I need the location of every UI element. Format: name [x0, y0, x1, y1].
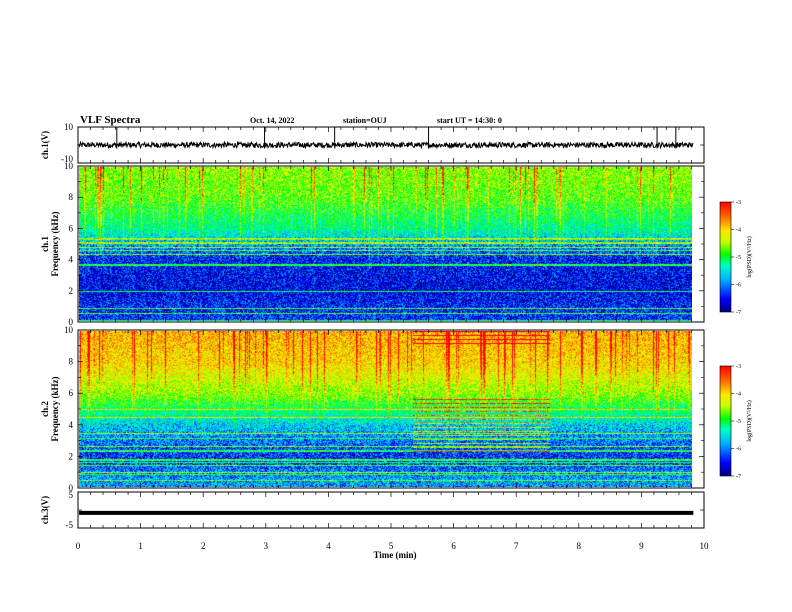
ch2-yticks: 0 2 4 6 8 10 — [64, 325, 704, 493]
ch2-ytick-label: 0 — [69, 483, 74, 493]
x-tick-label: 9 — [639, 541, 644, 551]
ch1-ytick-label: 10 — [64, 161, 74, 171]
ch2-colorbar-tick-label: -6 — [736, 447, 741, 453]
ch1-colorbar-tick-label: -7 — [736, 310, 741, 316]
ch2-ytick-label: 8 — [69, 357, 74, 367]
ch1-colorbar-tick-label: -4 — [736, 228, 741, 234]
ch2-ytick-label: 4 — [69, 420, 74, 430]
ch3-ytick-top: 5 — [69, 490, 74, 500]
start-ut-label: start UT = 14:30: 0 — [437, 116, 502, 125]
x-axis-ticks: 0 1 2 3 4 5 6 7 8 9 10 — [76, 127, 709, 551]
x-tick-label: 3 — [264, 541, 269, 551]
x-tick-label: 6 — [451, 541, 456, 551]
x-tick-label: 0 — [76, 541, 81, 551]
ch2-colorbar-tick-label: -4 — [736, 392, 741, 398]
ch2-ytick-label: 2 — [69, 451, 74, 461]
ch1-ylabel-frequency: Frequency (kHz) — [50, 211, 60, 276]
x-tick-label: 1 — [138, 541, 143, 551]
ch2-ylabel-frequency: Frequency (kHz) — [50, 376, 60, 441]
ch1-spikes — [78, 126, 704, 164]
ch1-ylabel-channel: ch.1 — [40, 236, 50, 252]
x-tick-label: 5 — [389, 541, 394, 551]
ch2-ylabel-channel: ch.2 — [40, 401, 50, 417]
ch2-colorbar-tick-label: -3 — [736, 364, 741, 370]
ch1-ytick-label: 8 — [69, 192, 74, 202]
ch2-ytick-label: 10 — [64, 325, 74, 335]
ch3-waveform-ylabel: ch.3(V) — [40, 496, 50, 524]
ch1-yticks: 0 2 4 6 8 10 — [64, 161, 704, 327]
ch1-spectrogram-heatmap — [79, 167, 692, 321]
ch1-ytick-label: 4 — [69, 255, 74, 265]
ch1-colorbar-label: log(PSD)(V²/Hz) — [746, 236, 753, 277]
ch3-waveform-panel: 5 -5 ch.3(V) — [40, 490, 705, 530]
ch1-waveform-ylabel: ch.1(V) — [40, 131, 50, 159]
ch2-ytick-label: 6 — [69, 388, 74, 398]
ch2-spectrogram-heatmap — [79, 331, 692, 487]
ch3-waveform-frame — [77, 491, 705, 529]
ch2-colorbar-tick-label: -7 — [736, 474, 741, 480]
x-axis-label: Time (min) — [373, 550, 416, 560]
ch2-colorbar-ticks: -3 -4 -5 -6 -7 — [731, 364, 741, 480]
x-tick-label: 8 — [577, 541, 582, 551]
ch1-colorbar-tick-label: -5 — [736, 255, 741, 261]
ch1-ytick-label: 2 — [69, 286, 74, 296]
x-tick-label: 10 — [700, 541, 710, 551]
date-label: Oct. 14, 2022 — [250, 116, 294, 125]
ch1-colorbar-tick-label: -6 — [736, 283, 741, 289]
ch1-ytick-bottom: -10 — [61, 154, 73, 164]
ch1-colorbar — [719, 201, 732, 313]
ch1-ytick-top: 10 — [64, 122, 74, 132]
ch1-ytick-label: 6 — [69, 223, 74, 233]
ch1-colorbar-tick-label: -3 — [736, 200, 741, 206]
ch1-ytick-label: 0 — [69, 317, 74, 327]
ch1-waveform-panel: 10 -10 ch.1(V) — [40, 122, 705, 164]
x-tick-label: 2 — [201, 541, 206, 551]
ch2-colorbar-label: log(PSD)(V²/Hz) — [746, 400, 753, 441]
ch2-colorbar-tick-label: -5 — [736, 419, 741, 425]
ch1-waveform-line — [78, 140, 694, 150]
station-label: station=OUJ — [343, 116, 387, 125]
ch2-colorbar — [719, 365, 732, 477]
x-tick-label: 7 — [514, 541, 519, 551]
ch3-ytick-bottom: -5 — [66, 520, 74, 530]
figure-title: VLF Spectra — [80, 114, 141, 126]
x-tick-label: 4 — [326, 541, 331, 551]
ch1-colorbar-ticks: -3 -4 -5 -6 -7 — [731, 200, 741, 316]
